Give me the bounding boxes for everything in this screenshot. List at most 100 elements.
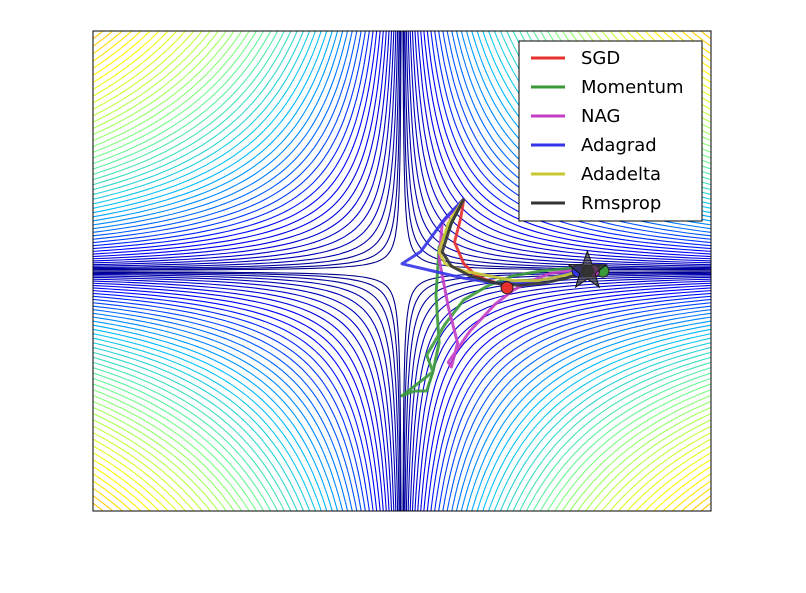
contour-line bbox=[93, 31, 353, 233]
contour-line bbox=[93, 31, 333, 218]
contour-line bbox=[93, 31, 220, 130]
contour-line bbox=[420, 31, 711, 258]
contour-line bbox=[93, 31, 344, 226]
series-line-momentum bbox=[400, 198, 604, 398]
contour-line bbox=[93, 383, 258, 511]
contour-line bbox=[532, 372, 711, 511]
contour-line bbox=[430, 292, 711, 511]
contour-line bbox=[93, 31, 374, 250]
contour-line bbox=[93, 351, 298, 511]
contour-line bbox=[700, 31, 711, 40]
contour-line bbox=[93, 361, 285, 511]
contour-line bbox=[93, 312, 349, 511]
contour-line bbox=[93, 487, 124, 511]
contour-line bbox=[93, 31, 258, 159]
contour-line bbox=[93, 275, 397, 511]
contour-line bbox=[93, 31, 358, 237]
contour-line bbox=[93, 31, 387, 260]
contour-line bbox=[93, 309, 353, 511]
contour-line bbox=[455, 312, 711, 511]
contour-line bbox=[93, 31, 203, 117]
contour-line bbox=[426, 31, 711, 252]
contour-line bbox=[93, 292, 374, 511]
contour-line bbox=[93, 465, 151, 511]
legend-label-nag: NAG bbox=[581, 106, 620, 127]
contour-line bbox=[93, 287, 381, 511]
contour-line bbox=[93, 290, 378, 511]
contour-line bbox=[93, 31, 311, 200]
contour-line bbox=[93, 278, 393, 511]
contour-line bbox=[434, 31, 711, 247]
contour-line bbox=[525, 367, 711, 511]
contour-line bbox=[402, 31, 711, 271]
contour-line bbox=[93, 31, 393, 264]
contour-line bbox=[93, 31, 285, 181]
contour-line bbox=[690, 494, 711, 511]
contour-line bbox=[93, 31, 401, 271]
contour-line bbox=[476, 328, 711, 511]
contour-line bbox=[499, 346, 711, 511]
contour-line bbox=[93, 31, 402, 271]
contour-line bbox=[93, 31, 272, 170]
contour-line bbox=[93, 31, 328, 214]
contour-line bbox=[417, 31, 711, 260]
contour-line bbox=[93, 298, 366, 511]
contour-line bbox=[662, 472, 711, 511]
contour-line bbox=[626, 445, 711, 511]
contour-line bbox=[93, 31, 399, 269]
legend-box bbox=[518, 40, 703, 222]
contour-line bbox=[420, 284, 711, 511]
contour-line bbox=[465, 320, 711, 511]
contour-line bbox=[404, 31, 711, 270]
optimizer-paths bbox=[400, 197, 604, 398]
contour-line bbox=[93, 472, 142, 511]
contour-line bbox=[609, 431, 711, 511]
contour-line bbox=[93, 342, 311, 511]
contour-line bbox=[93, 31, 142, 70]
contour-line bbox=[93, 400, 235, 511]
contour-line bbox=[403, 31, 711, 271]
contour-line bbox=[93, 31, 178, 97]
contour-line bbox=[93, 31, 378, 252]
contour-line bbox=[93, 328, 328, 511]
contour-line bbox=[93, 431, 195, 511]
contour-line bbox=[584, 412, 711, 511]
contour-line bbox=[93, 31, 187, 104]
contour-line bbox=[569, 400, 711, 511]
contour-line bbox=[93, 272, 400, 511]
contour-line bbox=[471, 324, 711, 511]
contour-line bbox=[93, 438, 187, 511]
contour-line bbox=[635, 452, 711, 511]
contour-line bbox=[519, 361, 711, 511]
contour-line bbox=[487, 337, 711, 511]
contour-line bbox=[93, 452, 169, 511]
contour-line bbox=[93, 412, 220, 511]
contour-line bbox=[601, 425, 711, 511]
contour-line bbox=[93, 445, 178, 511]
series-line-adadelta bbox=[437, 198, 588, 283]
contour-line bbox=[93, 31, 298, 191]
contour-line bbox=[93, 31, 322, 209]
contour-line bbox=[430, 31, 711, 250]
legend-label-rmsprop: Rmsprop bbox=[581, 193, 661, 214]
contour-line bbox=[93, 31, 151, 77]
contour-line bbox=[93, 425, 203, 511]
contour-line bbox=[506, 351, 711, 511]
contour-line bbox=[93, 333, 322, 511]
contour-line bbox=[438, 298, 711, 511]
contour-line bbox=[482, 333, 711, 511]
contour-line bbox=[93, 305, 358, 511]
contour-line bbox=[512, 356, 711, 511]
contour-line bbox=[539, 377, 711, 511]
contour-line bbox=[451, 309, 711, 511]
contour-line bbox=[93, 31, 384, 258]
contour-line bbox=[93, 31, 339, 222]
contour-line bbox=[414, 31, 711, 262]
legend-label-adadelta: Adadelta bbox=[581, 164, 661, 185]
contour-line bbox=[460, 316, 711, 511]
contour-line bbox=[93, 502, 104, 511]
contour-line bbox=[93, 280, 390, 511]
contour-line bbox=[93, 271, 401, 511]
contour-line bbox=[653, 465, 711, 511]
